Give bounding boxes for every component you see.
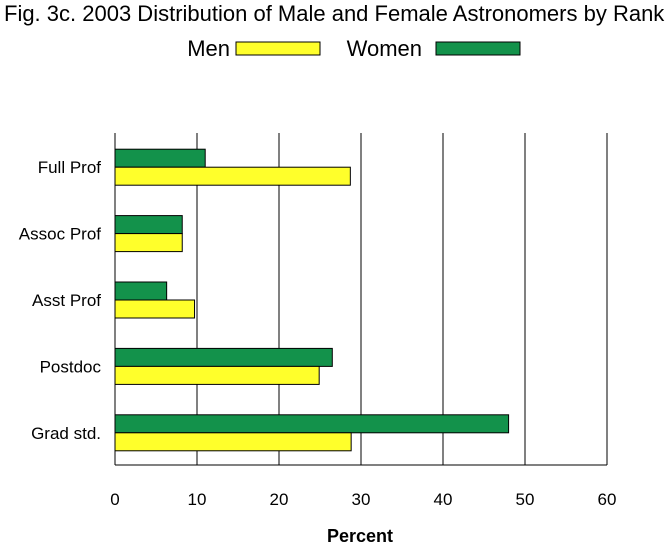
category-label: Grad std.	[31, 424, 101, 443]
category-labels: Full Prof Assoc Prof Asst Prof Postdoc Grad …	[19, 158, 102, 443]
category-label: Full Prof	[38, 158, 102, 177]
bar-men-3	[114, 365, 320, 385]
x-tick-label: 50	[516, 490, 535, 509]
legend-label-men: Men	[187, 36, 230, 61]
bar-men-1	[114, 233, 183, 253]
legend-swatch-women	[435, 41, 521, 56]
legend-swatch-men	[235, 41, 321, 56]
bar-women-1	[114, 215, 183, 235]
x-tick-label: 30	[352, 490, 371, 509]
x-tick-label: 60	[598, 490, 617, 509]
chart-title: Fig. 3c. 2003 Distribution of Male and F…	[4, 1, 665, 26]
axes	[114, 133, 607, 466]
category-label: Postdoc	[40, 357, 102, 376]
bar-women-2	[114, 281, 168, 301]
bar-men-0	[114, 166, 351, 186]
gridlines	[196, 133, 608, 465]
bar-women-3	[114, 347, 333, 367]
bar-women-4	[114, 414, 510, 434]
tick-labels: 0 10 20 30 40 50 60	[110, 490, 616, 509]
category-label: Asst Prof	[32, 291, 101, 310]
x-tick-label: 10	[188, 490, 207, 509]
x-axis-title: Percent	[327, 526, 393, 544]
legend: Men Women	[187, 36, 521, 61]
legend-label-women: Women	[347, 36, 422, 61]
bar-men-2	[114, 299, 196, 319]
x-tick-label: 20	[270, 490, 289, 509]
category-label: Assoc Prof	[19, 225, 101, 244]
x-tick-label: 0	[110, 490, 119, 509]
x-tick-label: 40	[434, 490, 453, 509]
bar-women-0	[114, 148, 206, 168]
bars	[114, 148, 510, 452]
bar-men-4	[114, 432, 352, 452]
